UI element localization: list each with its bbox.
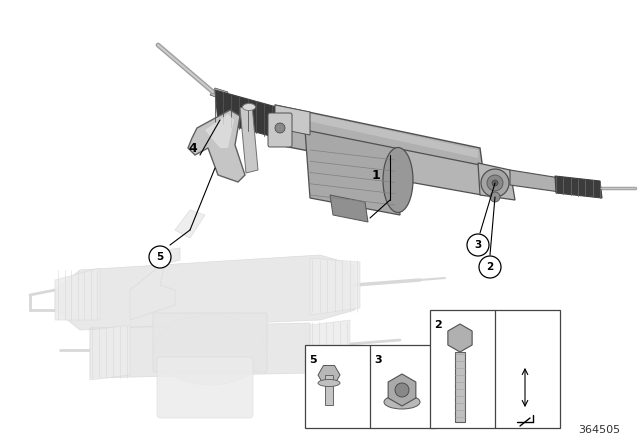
Circle shape <box>492 180 498 186</box>
Circle shape <box>481 169 509 197</box>
FancyBboxPatch shape <box>268 113 292 147</box>
Polygon shape <box>175 210 205 238</box>
Polygon shape <box>478 163 515 200</box>
Ellipse shape <box>243 103 255 111</box>
Polygon shape <box>510 170 560 192</box>
Text: 1: 1 <box>372 168 380 181</box>
Ellipse shape <box>383 147 413 212</box>
Polygon shape <box>130 248 180 320</box>
Text: 2: 2 <box>434 320 442 330</box>
Polygon shape <box>275 105 310 135</box>
Polygon shape <box>280 107 478 158</box>
Polygon shape <box>395 148 482 195</box>
Bar <box>305 345 435 428</box>
Polygon shape <box>55 255 355 330</box>
Text: 364505: 364505 <box>578 425 620 435</box>
FancyBboxPatch shape <box>157 357 253 418</box>
Bar <box>325 375 333 405</box>
Ellipse shape <box>155 315 265 385</box>
Polygon shape <box>310 320 350 373</box>
Polygon shape <box>275 105 485 185</box>
Text: 4: 4 <box>189 142 197 155</box>
FancyBboxPatch shape <box>153 313 267 372</box>
Text: 5: 5 <box>156 252 164 262</box>
Text: 5: 5 <box>309 355 317 365</box>
Circle shape <box>395 383 409 397</box>
Ellipse shape <box>384 395 420 409</box>
Polygon shape <box>210 88 228 100</box>
Circle shape <box>149 246 171 268</box>
Text: 3: 3 <box>374 355 381 365</box>
Circle shape <box>490 192 500 202</box>
Ellipse shape <box>318 379 340 387</box>
Bar <box>455 352 465 422</box>
Text: 2: 2 <box>486 262 493 272</box>
Circle shape <box>275 123 285 133</box>
Polygon shape <box>188 110 245 182</box>
Circle shape <box>467 234 489 256</box>
Polygon shape <box>240 105 258 173</box>
Text: 3: 3 <box>474 240 482 250</box>
Polygon shape <box>90 325 130 380</box>
Circle shape <box>479 256 501 278</box>
Circle shape <box>487 175 503 191</box>
Polygon shape <box>215 90 285 140</box>
Polygon shape <box>205 114 234 148</box>
Polygon shape <box>330 195 368 222</box>
Polygon shape <box>310 258 360 315</box>
Polygon shape <box>555 176 602 198</box>
Polygon shape <box>55 268 100 320</box>
Bar <box>430 310 560 428</box>
Polygon shape <box>305 130 400 215</box>
Polygon shape <box>90 323 310 378</box>
